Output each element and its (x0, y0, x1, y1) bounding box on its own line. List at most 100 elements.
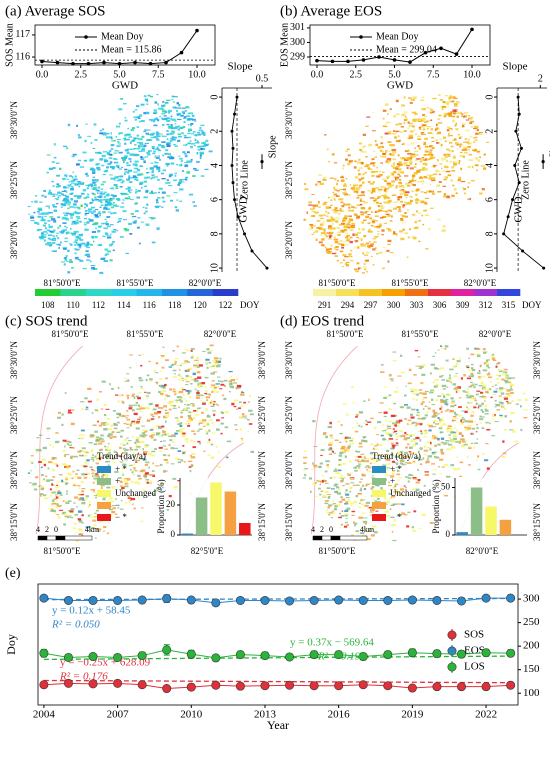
pixel (57, 516, 61, 519)
pixel (83, 222, 88, 224)
pixel (478, 370, 481, 372)
pixel (386, 395, 390, 398)
pixel (387, 260, 390, 263)
pixel (434, 411, 438, 414)
pixel (198, 364, 203, 367)
legend-label: Slope (548, 135, 550, 158)
pixel (57, 216, 61, 219)
pixel (346, 238, 351, 240)
pixel (44, 231, 47, 233)
pixel (503, 368, 508, 371)
pixel (50, 509, 54, 512)
pixel (166, 143, 169, 146)
pixel (458, 160, 461, 163)
pixel (179, 428, 183, 431)
pixel (47, 461, 53, 464)
pixel (394, 424, 397, 427)
pixel (497, 395, 502, 398)
pixel (421, 157, 425, 159)
colorbar-segment (35, 289, 61, 296)
pixel (421, 108, 426, 111)
pixel (119, 446, 122, 449)
pixel (207, 351, 212, 354)
pixel (503, 428, 507, 431)
pixel (332, 476, 337, 479)
pixel (207, 414, 210, 417)
pixel (326, 248, 330, 251)
legend-label: Slope (267, 135, 278, 158)
pixel (448, 377, 452, 379)
pixel (372, 241, 377, 243)
pixel (424, 473, 430, 476)
pixel (388, 132, 392, 135)
pixel (437, 395, 441, 397)
pixel (376, 201, 379, 204)
pixel (219, 388, 223, 390)
pixel (420, 382, 424, 384)
pixel (156, 201, 159, 204)
pixel (144, 129, 147, 131)
pixel (365, 242, 370, 245)
pixel (375, 510, 379, 512)
pixel (362, 436, 367, 438)
pixel (325, 250, 329, 252)
pixel (428, 424, 433, 428)
pixel (173, 179, 177, 181)
pixel (388, 438, 394, 440)
pixel (449, 374, 451, 377)
pixel (473, 446, 476, 449)
pixel (161, 145, 166, 149)
pixel (355, 450, 357, 452)
pixel (408, 136, 414, 139)
pixel (454, 161, 459, 164)
pixel (121, 394, 124, 397)
pixel (112, 204, 118, 207)
pixel (184, 154, 188, 158)
pixel (479, 418, 484, 421)
pixel (216, 419, 220, 422)
pixel (218, 451, 220, 454)
legend-marker (260, 160, 264, 164)
pixel (475, 459, 478, 461)
pixel (451, 442, 455, 444)
pixel (349, 502, 354, 505)
pixel (129, 449, 134, 451)
pixel (148, 133, 151, 136)
pixel (348, 254, 352, 257)
pixel (325, 460, 330, 463)
scale-bar (55, 535, 66, 541)
pixel (85, 406, 89, 409)
pixel (336, 227, 340, 229)
point (285, 680, 295, 690)
pixel (216, 428, 220, 431)
pixel (372, 181, 376, 184)
pixel (365, 465, 370, 467)
pixel (344, 256, 349, 258)
point (377, 55, 381, 59)
pixel (355, 414, 359, 417)
pixel (467, 165, 471, 169)
pixel (80, 494, 84, 496)
point (502, 232, 506, 236)
pixel (77, 518, 82, 521)
pixel (53, 229, 56, 232)
pixel (351, 534, 354, 536)
pixel (57, 416, 61, 419)
pixel (102, 497, 106, 501)
lon-label: 81°50'0"E (319, 278, 356, 288)
pixel (323, 176, 327, 178)
pixel (156, 166, 161, 169)
trend-equation: y = 0.37x − 569.64 (290, 637, 374, 649)
pixel (447, 166, 449, 169)
pixel (397, 173, 400, 176)
pixel (239, 428, 242, 431)
pixel (122, 463, 127, 466)
pixel (419, 200, 422, 202)
pixel (400, 459, 403, 461)
pixel (464, 420, 469, 423)
x-tick-label: 2022 (475, 709, 497, 721)
point (457, 596, 467, 606)
pixel (461, 115, 464, 117)
pixel (447, 443, 453, 446)
point (265, 266, 269, 270)
